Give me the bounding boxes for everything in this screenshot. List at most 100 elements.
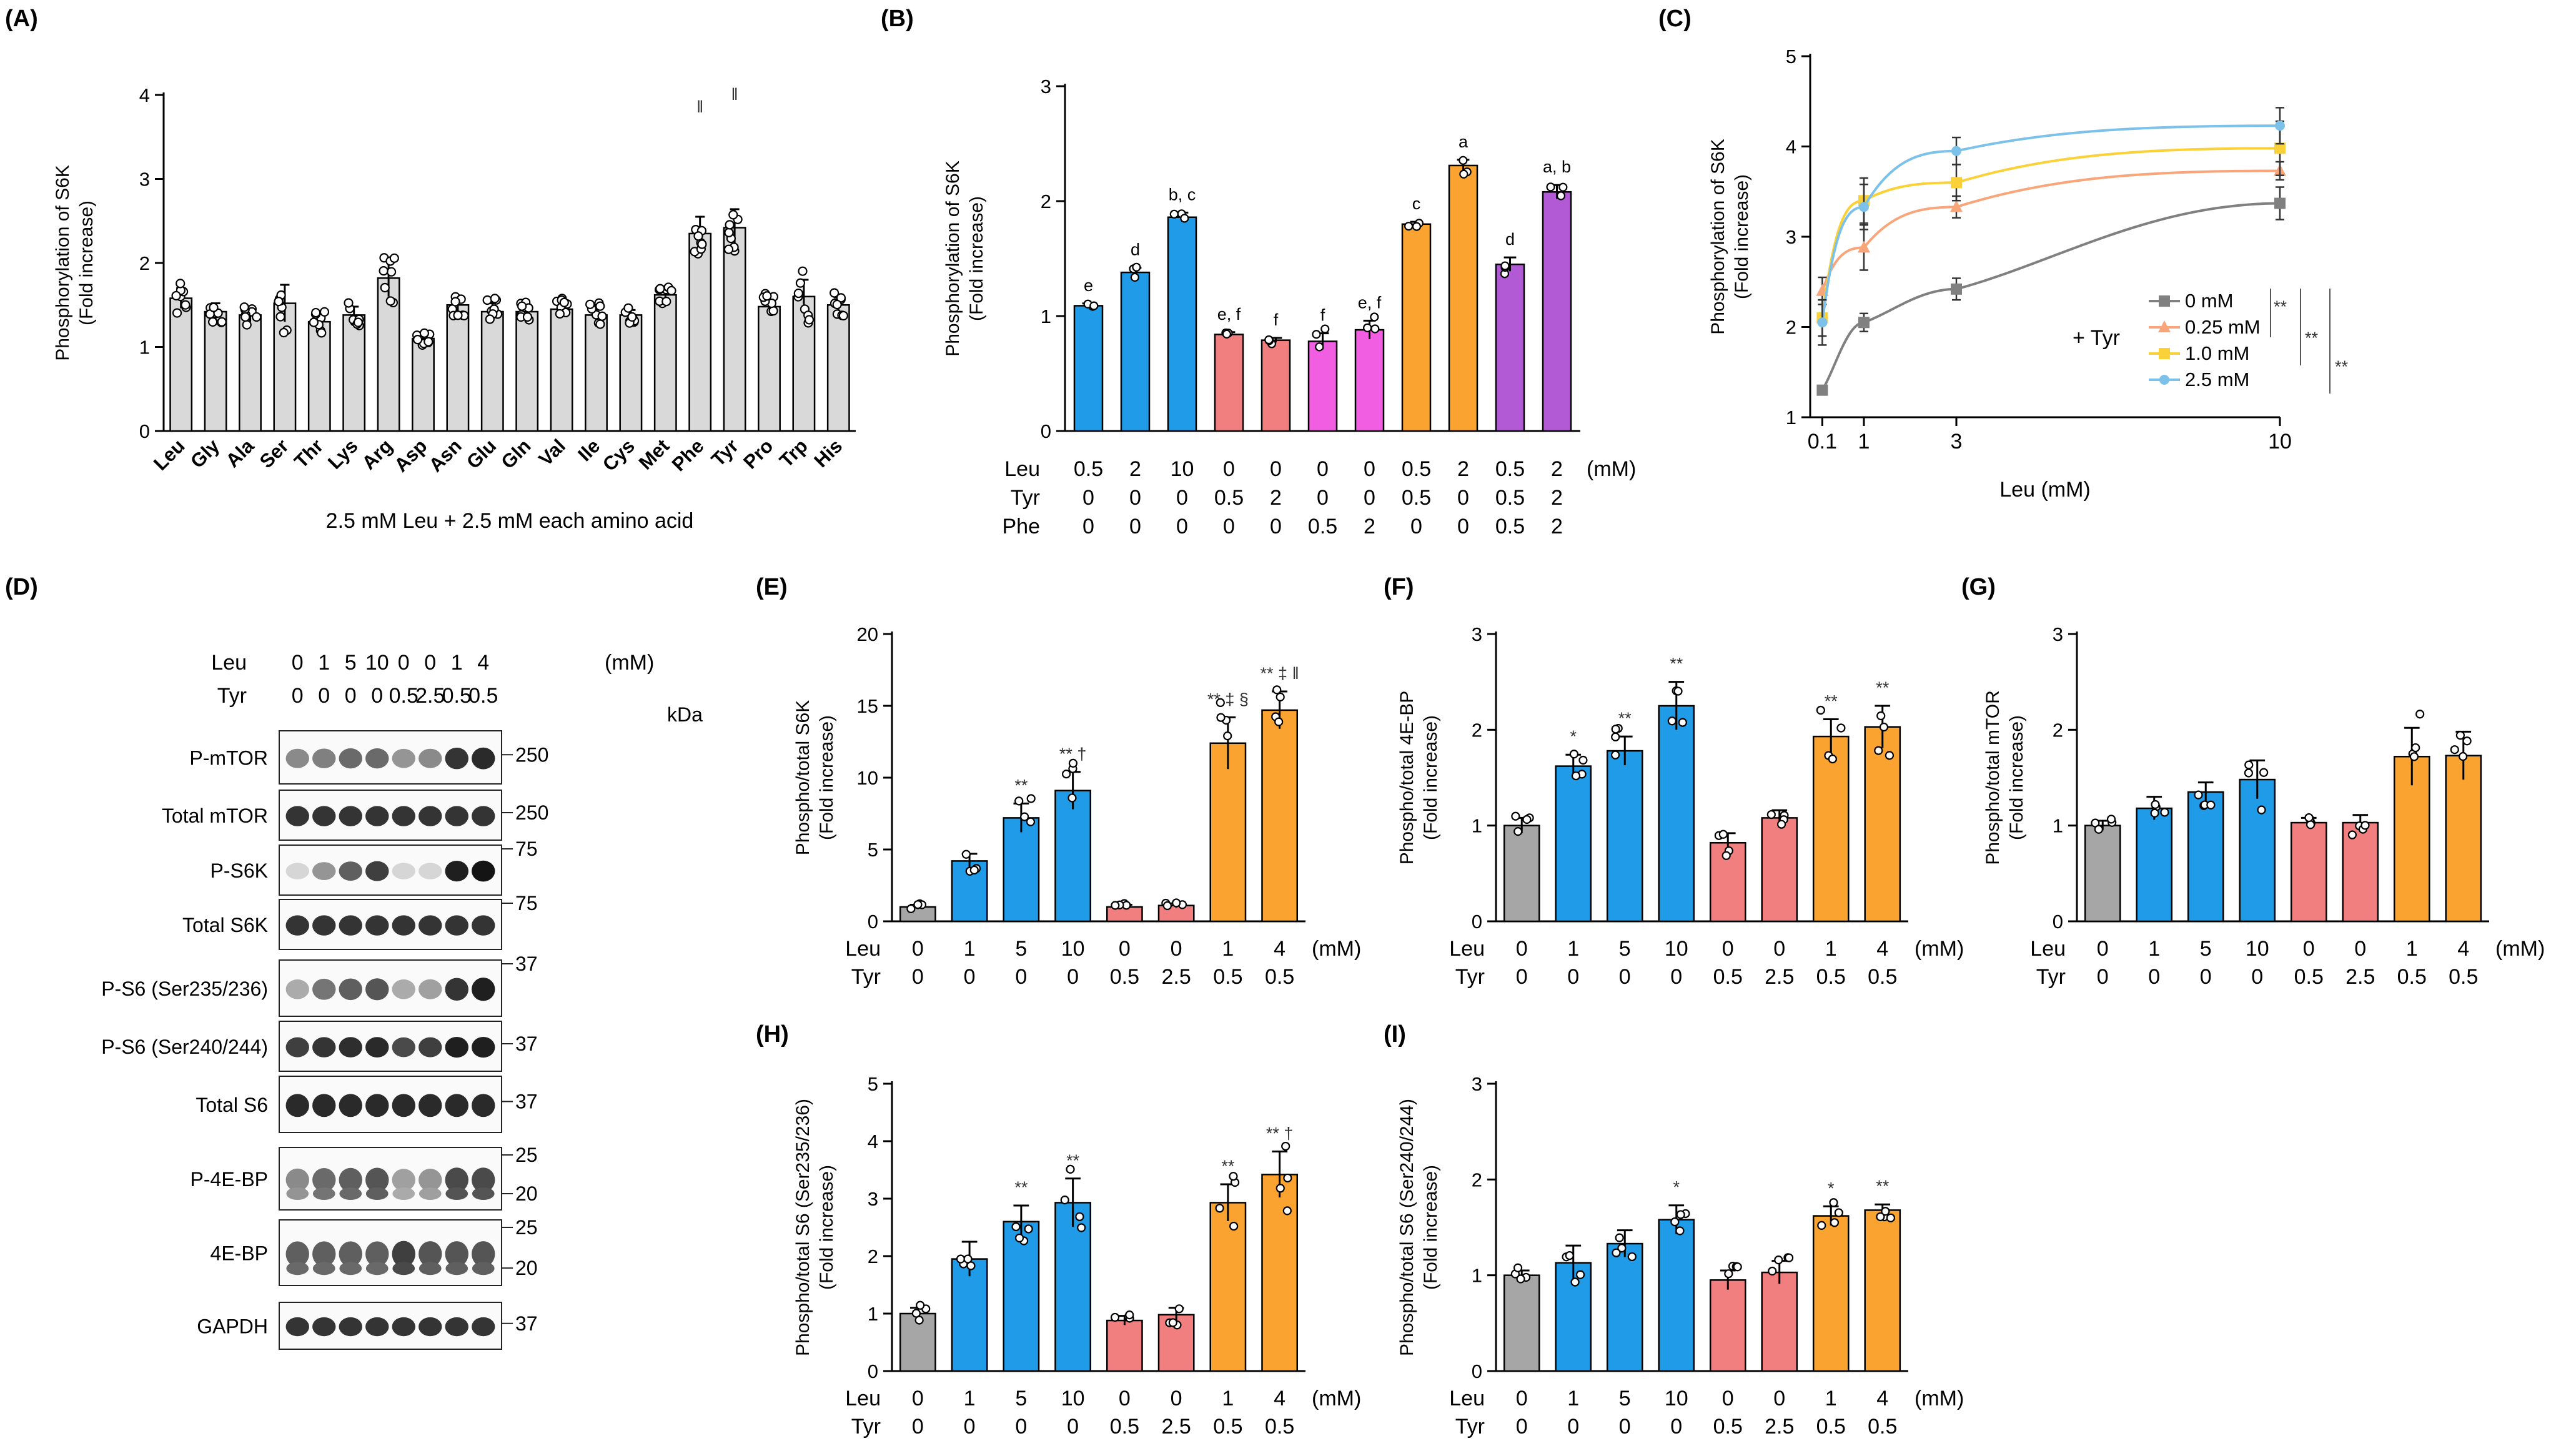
x-tick-label: Gly: [186, 435, 224, 473]
blot-band: [312, 1094, 336, 1117]
x-tick-label: Cys: [598, 435, 639, 475]
unit-label: (mM): [1915, 937, 1964, 961]
blot-band: [445, 806, 468, 826]
data-point: [490, 294, 500, 304]
data-point: [171, 290, 181, 301]
significance-marker: ** †: [1266, 1124, 1294, 1143]
condition-value: 0: [2200, 965, 2212, 989]
data-point: [274, 297, 284, 307]
bar: [1106, 1319, 1143, 1372]
x-tick-label: Leu: [149, 435, 189, 475]
condition-value: 0: [1457, 515, 1469, 538]
condition-value: 2: [1551, 457, 1563, 481]
blot-band: [312, 1317, 336, 1337]
bar: [2084, 825, 2121, 923]
blot-band: [419, 915, 442, 936]
data-point: [1061, 770, 1071, 779]
condition-value: 10: [1665, 1387, 1688, 1410]
data-point: [1320, 324, 1330, 334]
condition-row-label: Phe: [1003, 515, 1041, 538]
condition-value: 0: [1364, 457, 1375, 481]
condition-value: 2.5: [1765, 965, 1794, 989]
data-point: [832, 299, 842, 310]
y-tick-label: 20: [857, 623, 878, 645]
kda-marker: 25: [515, 1144, 538, 1166]
x-tick-label: Arg: [358, 435, 397, 474]
data-point: [1612, 1248, 1621, 1257]
condition-value: 0: [1176, 486, 1188, 510]
x-tick-label: Pro: [739, 435, 777, 473]
condition-value: 1: [2406, 937, 2418, 961]
data-point: [623, 303, 633, 313]
data-point: [1575, 1270, 1585, 1279]
blot-band: [445, 1262, 468, 1275]
data-point: [906, 904, 916, 913]
condition-value: 0: [1722, 937, 1734, 961]
data-point: [2150, 808, 2159, 818]
bar: [1761, 1271, 1798, 1372]
bar: [1606, 750, 1643, 923]
blot-band: [285, 1037, 309, 1057]
blot-band: [392, 1241, 415, 1267]
y-tick-label: 0: [868, 1360, 878, 1382]
y-tick-label: 5: [1786, 46, 1796, 67]
x-tick-label: Lys: [324, 435, 362, 473]
data-point: [482, 295, 492, 305]
condition-value: 0: [1082, 515, 1094, 538]
blot-band: [286, 1187, 309, 1200]
blot-band: [419, 1187, 442, 1200]
blot-band: [365, 1317, 389, 1337]
y-tick-label: 0: [139, 420, 150, 442]
significance-marker: **: [2335, 357, 2349, 376]
condition-value: 1: [1567, 937, 1579, 961]
bar: [2290, 821, 2327, 923]
data-point: [963, 1254, 973, 1264]
bar: [1658, 705, 1695, 923]
data-marker: [1951, 146, 1961, 156]
condition-value: 0: [1129, 515, 1141, 538]
legend-label: 1.0 mM: [2185, 342, 2249, 364]
blot-band: [339, 1167, 362, 1192]
blot-band: [339, 806, 362, 826]
data-marker: [1858, 317, 1870, 329]
bar: [1209, 742, 1247, 923]
condition-value: 4: [1274, 1387, 1285, 1410]
y-tick-label: 0: [868, 911, 878, 933]
data-point: [172, 308, 182, 318]
significance-letter: a: [1459, 132, 1469, 151]
condition-value: 5: [1015, 1387, 1027, 1410]
y-tick-label: 1: [139, 337, 150, 359]
data-point: [1014, 1233, 1024, 1243]
blot-band: [445, 1037, 468, 1058]
condition-value: 0: [1176, 515, 1188, 538]
chart-H: (H) Phospho/total S6 (Ser235/236) (Fold in…: [756, 1021, 1361, 1439]
y-tick-label: 5: [868, 839, 878, 861]
data-marker: [1950, 200, 1963, 212]
blot-band: [472, 1187, 495, 1200]
data-point: [319, 307, 330, 317]
condition-value: 5: [345, 651, 357, 675]
bar: [307, 320, 331, 432]
blot-band: [392, 1187, 415, 1200]
data-point: [1673, 686, 1683, 696]
data-point: [1168, 1318, 1177, 1327]
data-point: [1830, 1218, 1840, 1227]
panel-label: (B): [881, 6, 914, 32]
x-tick-label: 0.1: [1808, 430, 1837, 453]
data-point: [1264, 335, 1274, 345]
data-point: [1067, 793, 1077, 803]
data-point: [1370, 312, 1379, 322]
y-tick-label: 2: [1041, 191, 1051, 212]
data-point: [1718, 830, 1728, 839]
blot-band: [472, 1262, 495, 1275]
condition-value: 1: [2148, 937, 2160, 961]
significance-marker: *: [1673, 1178, 1680, 1197]
data-point: [2415, 710, 2425, 719]
data-point: [1513, 827, 1523, 836]
x-axis-label: Leu (mM): [1999, 478, 2090, 502]
condition-value: 10: [1171, 457, 1194, 481]
condition-value: 0: [912, 965, 924, 989]
x-tick-label: Ser: [255, 435, 293, 472]
bar: [1864, 726, 1901, 923]
